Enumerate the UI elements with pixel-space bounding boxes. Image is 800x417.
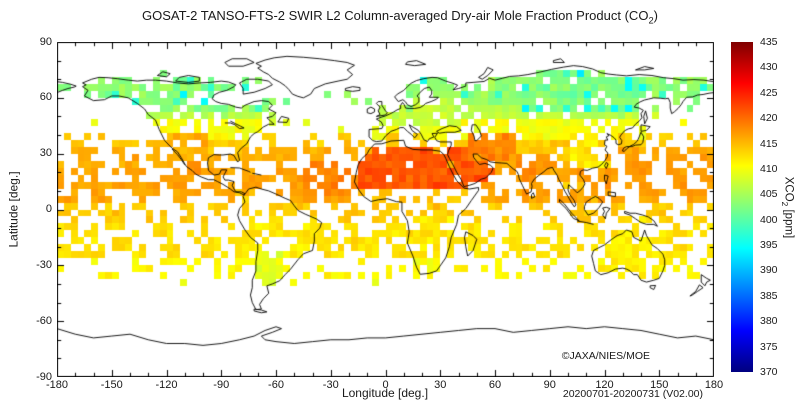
x-tick-label: 180 xyxy=(704,379,724,391)
x-tick-label: 30 xyxy=(434,379,447,391)
colorbar-gradient xyxy=(731,42,753,372)
colorbar-tick-label: 425 xyxy=(760,86,778,99)
colorbar-tick-label: 405 xyxy=(760,188,778,201)
x-tick-label: 60 xyxy=(488,379,502,391)
colorbar-tick-label: 385 xyxy=(760,289,778,302)
y-tick-label: 0 xyxy=(45,203,52,215)
chart-title: GOSAT-2 TANSO-FTS-2 SWIR L2 Column-avera… xyxy=(0,8,800,26)
x-tick-label: -30 xyxy=(322,379,339,391)
x-tick-label: -150 xyxy=(100,379,123,391)
chart-title-subscript: 2 xyxy=(648,15,654,26)
colorbar-tick-label: 380 xyxy=(760,315,778,328)
x-tick-label: 90 xyxy=(543,379,556,391)
colorbar-tick-label: 415 xyxy=(760,137,778,150)
y-tick-label: -90 xyxy=(36,370,52,383)
y-tick-label: -30 xyxy=(36,258,52,271)
date-range-label: 20200701-20200731 (V02.00) xyxy=(562,388,703,400)
colorbar-tick-label: 430 xyxy=(760,61,778,74)
y-tick-label: 90 xyxy=(39,35,52,48)
colorbar-tick-label: 400 xyxy=(760,213,778,226)
x-tick-label: -180 xyxy=(45,379,69,391)
x-axis-label: Longitude [deg.] xyxy=(341,386,429,400)
colorbar-tick-label: 390 xyxy=(760,264,778,277)
colorbar-tick-label: 420 xyxy=(760,112,778,125)
chart-title-text: GOSAT-2 TANSO-FTS-2 SWIR L2 Column-avera… xyxy=(142,8,649,23)
colorbar-tick-label: 395 xyxy=(760,239,778,252)
x-tick-label: 150 xyxy=(650,379,669,391)
colorbar-tick-label: 410 xyxy=(760,162,778,175)
x-tick-label: -120 xyxy=(155,379,178,391)
x-tick-label: 120 xyxy=(595,379,614,391)
colorbar-tick-label: 370 xyxy=(760,366,778,378)
x-tick-label: 0 xyxy=(382,379,389,391)
x-tick-label: -60 xyxy=(268,379,284,391)
y-tick-label: 30 xyxy=(39,147,52,160)
map-canvas xyxy=(57,42,714,377)
y-tick-label: 60 xyxy=(39,91,52,104)
colorbar-tick-label: 375 xyxy=(760,340,778,353)
x-tick-label: -90 xyxy=(213,379,230,391)
y-tick-label: -60 xyxy=(36,314,52,327)
chart-title-suffix: ) xyxy=(653,8,658,23)
colorbar-tick-label: 435 xyxy=(760,36,778,48)
copyright-label: ©JAXA/NIES/MOE xyxy=(561,350,650,362)
